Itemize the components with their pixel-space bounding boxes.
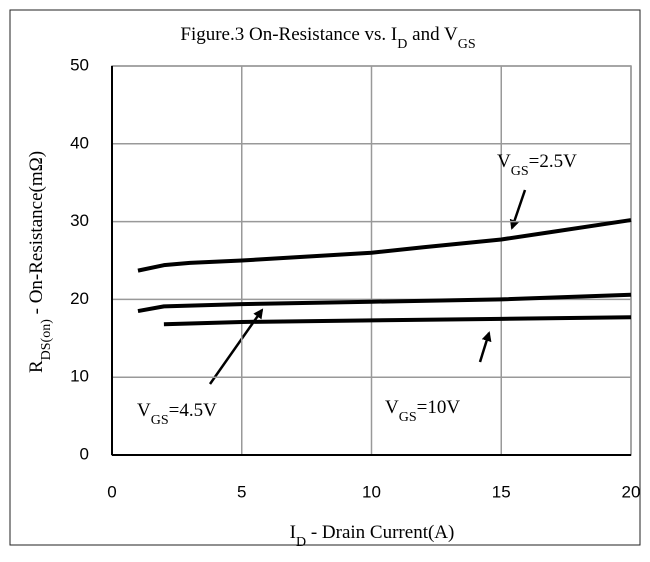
- chart-title-part: D: [397, 37, 407, 52]
- annotation-part: =10V: [417, 397, 461, 418]
- chart-title: Figure.3 On-Resistance vs. ID and VGS: [180, 24, 475, 52]
- x-axis-label-part: I: [290, 522, 296, 543]
- x-axis-label-part: D: [296, 535, 306, 550]
- chart-title-part: GS: [458, 37, 476, 52]
- series-line: [163, 315, 632, 327]
- y-tick-label: 50: [70, 55, 89, 74]
- y-axis-label-part: DS(on): [39, 319, 54, 361]
- x-tick-label: 0: [107, 482, 116, 501]
- y-tick-label: 10: [70, 367, 89, 386]
- chart-title-part: and V: [407, 24, 458, 45]
- y-tick-label: 20: [70, 289, 89, 308]
- arrow: [478, 331, 492, 363]
- annotation-part: GS: [511, 164, 529, 179]
- y-axis-label-part: - On-Resistance(mΩ): [26, 151, 47, 319]
- y-tick-label: 0: [80, 444, 89, 463]
- frame: [9, 9, 641, 546]
- y-tick-label: 40: [70, 133, 89, 152]
- annotation-part: V: [385, 397, 399, 418]
- annotation-part: =2.5V: [529, 151, 577, 172]
- chart-title-part: Figure.3 On-Resistance vs. I: [180, 24, 397, 45]
- annotation: VGS=10V: [385, 397, 460, 425]
- x-axis-label: ID - Drain Current(A): [290, 522, 455, 550]
- x-tick-label: 10: [362, 482, 381, 501]
- y-tick-label: 30: [70, 211, 89, 230]
- x-tick-label: 5: [237, 482, 246, 501]
- y-axis-label-part: R: [26, 360, 47, 373]
- annotation-part: GS: [399, 410, 417, 425]
- x-tick-label: 15: [492, 482, 511, 501]
- annotation-part: GS: [151, 413, 169, 428]
- annotation: VGS=2.5V: [497, 151, 577, 179]
- annotation: VGS=4.5V: [137, 400, 217, 428]
- annotation-part: V: [137, 400, 151, 421]
- x-axis-label-part: - Drain Current(A): [306, 522, 454, 543]
- annotation-part: =4.5V: [169, 400, 217, 421]
- series-line: [137, 292, 632, 314]
- series-line: [137, 218, 632, 273]
- y-axis-label: RDS(on) - On-Resistance(mΩ): [26, 151, 54, 373]
- annotation-part: V: [497, 151, 511, 172]
- x-tick-label: 20: [622, 482, 641, 501]
